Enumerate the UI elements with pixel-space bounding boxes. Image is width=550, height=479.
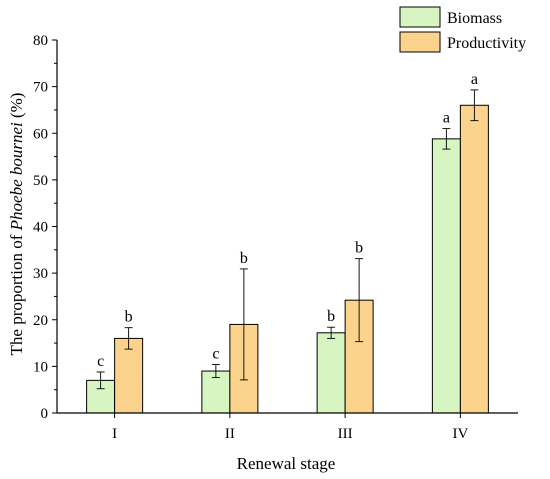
y-tick-label: 40 — [33, 220, 48, 236]
x-tick-label: III — [338, 426, 353, 442]
legend-label: Productivity — [447, 35, 526, 52]
x-tick-label: I — [112, 426, 117, 442]
significance-label: b — [355, 240, 363, 257]
x-tick-label: IV — [452, 426, 468, 442]
bar-productivity — [114, 337, 144, 414]
legend-swatch — [399, 31, 441, 53]
significance-label: b — [327, 308, 335, 325]
x-axis-label: Renewal stage — [237, 454, 336, 473]
bars: c b c b b b a a — [86, 71, 489, 414]
y-tick-label: 50 — [33, 173, 48, 189]
bar-biomass — [431, 138, 461, 414]
x-tick-label: II — [225, 426, 235, 442]
bar-productivity — [459, 104, 489, 414]
y-axis-label-species: Phoebe bournei — [7, 122, 26, 231]
y-tick-label: 60 — [33, 126, 48, 142]
significance-label: b — [125, 309, 133, 326]
y-tick-label: 0 — [41, 406, 49, 422]
y-axis-label-prefix: The proportion of — [7, 230, 26, 355]
significance-label: b — [240, 250, 248, 267]
y-tick-label: 20 — [33, 313, 48, 329]
significance-label: a — [443, 110, 450, 127]
y-tick-label: 30 — [33, 266, 48, 282]
y-axis-label-suffix: (%) — [7, 93, 26, 123]
bar-biomass — [316, 332, 346, 414]
legend-swatch — [399, 6, 441, 28]
significance-label: c — [212, 346, 219, 363]
y-axis-label: The proportion of Phoebe bournei (%) — [7, 93, 26, 356]
y-tick-label: 70 — [33, 80, 48, 96]
legend-label: Biomass — [447, 10, 502, 27]
significance-label: a — [471, 71, 478, 88]
significance-label: c — [97, 353, 104, 370]
y-tick-label: 10 — [33, 359, 48, 375]
legend: Biomass Productivity — [399, 6, 526, 53]
y-tick-label: 80 — [33, 33, 48, 49]
